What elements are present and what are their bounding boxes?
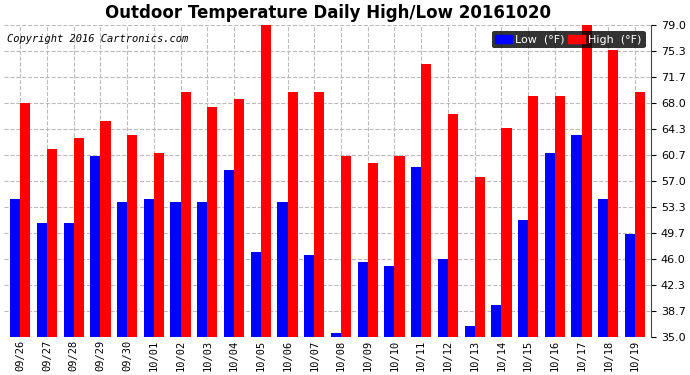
Bar (10, 199, 20, 337)
Bar (170, 202, 181, 337)
Text: Copyright 2016 Cartronics.com: Copyright 2016 Cartronics.com (8, 34, 188, 45)
Bar (635, 92, 645, 337)
Bar (331, 333, 341, 337)
Bar (304, 255, 314, 337)
Bar (117, 202, 127, 337)
Bar (181, 92, 190, 337)
Bar (528, 96, 538, 337)
Bar (491, 305, 502, 337)
Bar (144, 199, 154, 337)
Bar (437, 259, 448, 337)
Bar (411, 167, 421, 337)
Bar (395, 156, 404, 337)
Bar (464, 326, 475, 337)
Bar (475, 177, 485, 337)
Bar (625, 234, 635, 337)
Bar (555, 96, 565, 337)
Legend: Low  (°F), High  (°F): Low (°F), High (°F) (491, 31, 646, 48)
Bar (127, 135, 137, 337)
Bar (582, 22, 592, 337)
Bar (47, 149, 57, 337)
Bar (154, 153, 164, 337)
Bar (277, 202, 288, 337)
Bar (37, 224, 47, 337)
Bar (421, 64, 431, 337)
Bar (207, 106, 217, 337)
Bar (571, 135, 582, 337)
Bar (63, 224, 74, 337)
Bar (197, 202, 207, 337)
Bar (609, 50, 618, 337)
Bar (341, 156, 351, 337)
Bar (598, 199, 609, 337)
Bar (74, 138, 83, 337)
Bar (314, 92, 324, 337)
Bar (90, 156, 101, 337)
Bar (357, 262, 368, 337)
Bar (224, 170, 234, 337)
Title: Outdoor Temperature Daily High/Low 20161020: Outdoor Temperature Daily High/Low 20161… (105, 4, 551, 22)
Bar (250, 252, 261, 337)
Bar (448, 114, 458, 337)
Bar (288, 92, 297, 337)
Bar (101, 121, 110, 337)
Bar (261, 25, 271, 337)
Bar (20, 103, 30, 337)
Bar (518, 220, 528, 337)
Bar (502, 128, 511, 337)
Bar (384, 266, 395, 337)
Bar (234, 99, 244, 337)
Bar (368, 163, 378, 337)
Bar (544, 153, 555, 337)
